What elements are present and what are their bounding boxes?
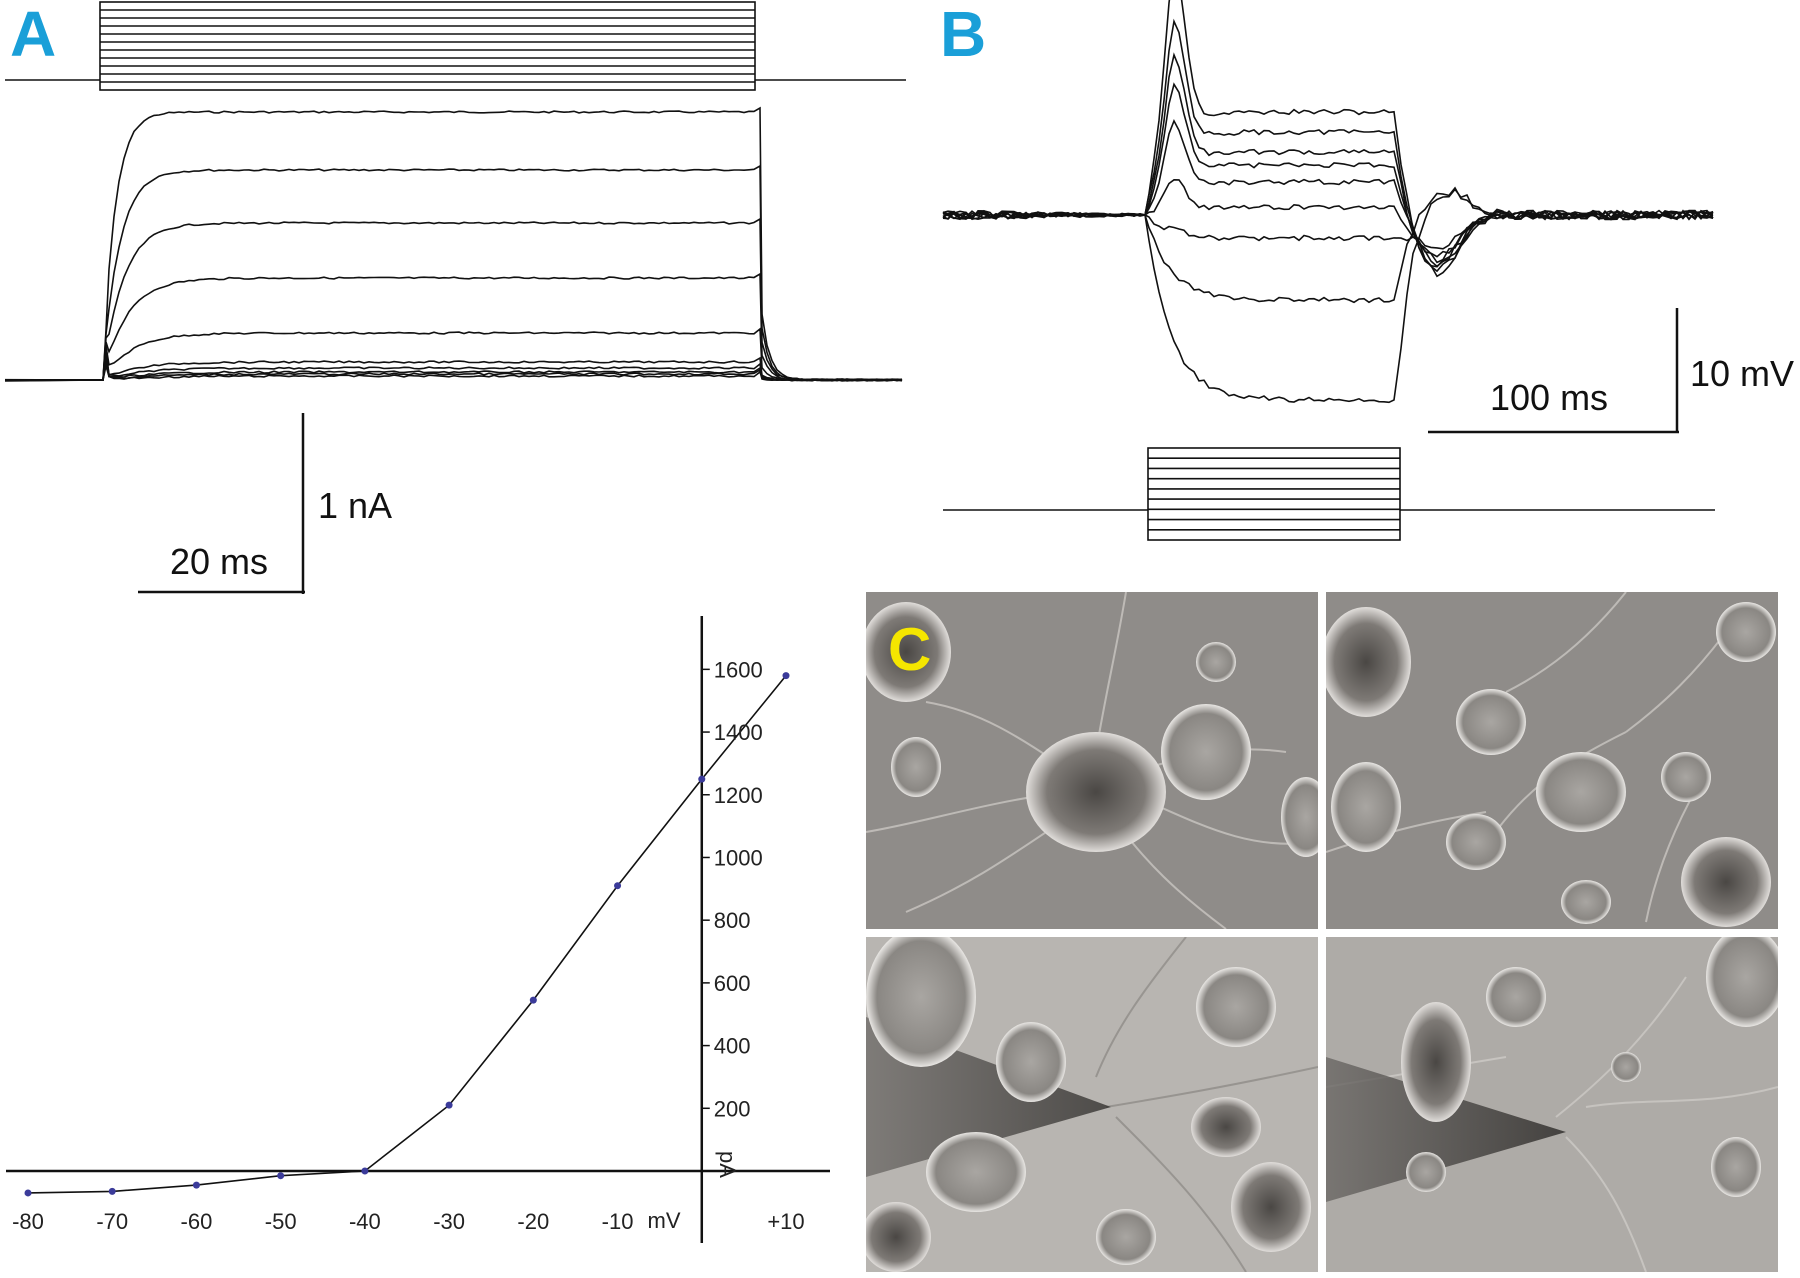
iv-series-line [27,675,787,1194]
a-current-trace [4,361,903,382]
iv-point [698,775,706,783]
micrograph-bottom-right [1326,937,1778,1272]
iv-x-tick-label: -30 [433,1209,465,1234]
iv-point [24,1189,32,1197]
iv-x-tick-label: -20 [517,1209,549,1234]
iv-y-tick-label: 1000 [714,845,763,870]
a-current-trace [4,164,903,382]
b-voltage-trace [942,188,1714,404]
iv-x-tick-label: -50 [265,1209,297,1234]
micrograph-bottom-left [866,937,1318,1272]
iv-point [361,1167,369,1175]
iv-point [277,1172,285,1180]
panel-a-voltage-protocol [5,1,906,91]
b-protocol-box [1147,447,1401,541]
panel-c-micrographs: C [866,592,1786,1272]
iv-line [27,675,787,1194]
iv-curve-chart: -80 -70 -60 -50 -40 -30 -20 -10 +10 200 400 600 800… [6,616,830,1243]
iv-y-tick-label: 200 [714,1096,751,1121]
panel-b-voltage-traces [942,0,1714,404]
iv-point [614,882,622,890]
panel-a-scale-current-label: 1 nA [318,485,393,526]
panel-b-scale-bar [1428,308,1679,434]
iv-x-unit-label: mV [648,1208,681,1233]
iv-x-tick-label: +10 [767,1209,804,1234]
micrograph-top-left: C [866,592,1318,929]
iv-y-tick-label: 1600 [714,657,763,682]
panel-b-traces [942,0,1715,541]
a-current-trace [4,217,903,382]
a-current-trace [4,365,903,382]
iv-point [108,1187,116,1195]
a-protocol-box [99,1,756,91]
iv-x-tick-label: -70 [96,1209,128,1234]
panel-b-label: B [940,0,987,70]
b-voltage-trace [942,18,1714,273]
panel-a-traces [4,1,906,594]
b-voltage-trace [942,0,1714,278]
panel-b-scale-time-label: 100 ms [1490,377,1609,418]
iv-x-tick-labels: -80 -70 -60 -50 -40 -30 -20 -10 +10 [12,1209,805,1234]
a-current-trace [4,327,903,382]
iv-y-tick-label: 800 [714,908,751,933]
panel-a-scale-bar [138,413,305,594]
b-voltage-trace [942,118,1714,264]
b-voltage-trace [942,178,1714,258]
iv-series-points [24,672,790,1197]
iv-x-tick-label: -60 [181,1209,213,1234]
b-voltage-trace [943,186,1714,304]
b-voltage-trace [942,52,1714,268]
panel-c-label: C [888,616,932,683]
iv-y-tick-label: 1200 [714,783,763,808]
a-current-trace [5,106,903,382]
iv-y-tick-label: 1400 [714,720,763,745]
iv-y-unit-label: pA [715,1151,740,1178]
iv-y-tick-labels: 200 400 600 800 1000 1200 1400 1600 [701,657,763,1121]
panel-a-scale-time-label: 20 ms [170,541,269,582]
a-current-trace [4,272,903,382]
panel-a-label: A [10,0,57,70]
iv-point [192,1181,200,1189]
micrograph-top-right [1326,592,1778,929]
panel-b-current-protocol [943,447,1715,541]
iv-point [782,672,790,680]
iv-x-tick-label: -40 [349,1209,381,1234]
iv-x-tick-label: -10 [602,1209,634,1234]
panel-a-current-traces [4,106,903,382]
iv-point [529,996,537,1004]
iv-y-tick-label: 600 [714,971,751,996]
panel-b-scale-voltage-label: 10 mV [1690,353,1795,394]
iv-x-tick-label: -80 [12,1209,44,1234]
iv-axes [6,616,830,1243]
iv-y-tick-label: 400 [714,1034,751,1059]
iv-point [445,1101,453,1109]
